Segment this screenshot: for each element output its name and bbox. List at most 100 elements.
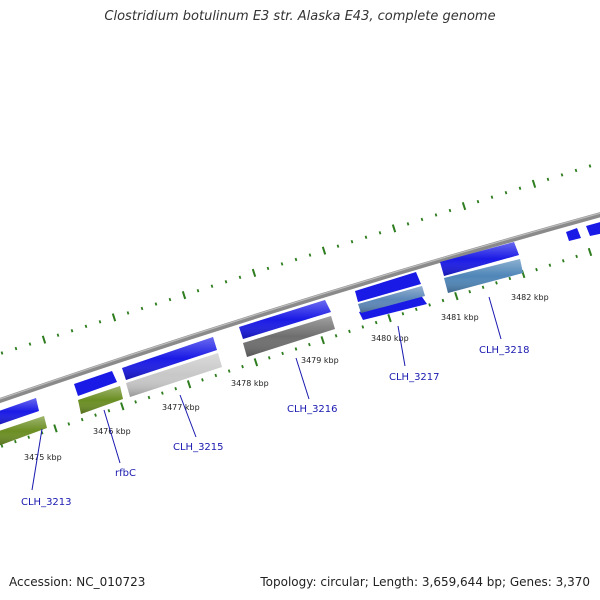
minor-scale-tick	[294, 347, 298, 351]
minor-scale-tick	[334, 334, 338, 338]
gene-arrow-forward[interactable]	[355, 272, 421, 302]
minor-scale-tick	[428, 303, 431, 307]
minor-scale-tick	[546, 177, 550, 182]
major-scale-tick	[320, 336, 325, 345]
gene-arrow-forward[interactable]	[566, 228, 581, 241]
kbp-label: 3481 kbp	[441, 313, 479, 322]
minor-scale-tick	[0, 444, 4, 448]
gene-arrow-forward[interactable]	[74, 371, 117, 396]
major-scale-tick	[587, 247, 593, 257]
minor-scale-tick	[561, 259, 565, 263]
gene-label[interactable]: CLH_3213	[21, 497, 72, 508]
major-scale-tick	[391, 224, 397, 233]
minor-scale-tick	[168, 297, 172, 302]
kbp-label: 3475 kbp	[24, 453, 62, 462]
major-scale-tick	[181, 291, 187, 300]
minor-scale-tick	[267, 356, 271, 360]
minor-scale-tick	[210, 284, 214, 288]
minor-scale-tick	[508, 276, 512, 281]
major-scale-tick	[186, 380, 192, 389]
minor-scale-tick	[481, 285, 485, 289]
outer-scale-ring	[0, 164, 592, 355]
gene-label[interactable]: CLH_3217	[389, 372, 440, 383]
minor-scale-tick	[336, 244, 340, 248]
minor-scale-tick	[294, 257, 298, 262]
minor-scale-tick	[134, 400, 137, 404]
minor-scale-tick	[214, 373, 218, 378]
minor-scale-tick	[201, 378, 204, 382]
gene-label[interactable]: CLH_3215	[173, 442, 224, 453]
minor-scale-tick	[518, 186, 522, 190]
minor-scale-tick	[588, 164, 592, 168]
minor-scale-tick	[238, 275, 242, 280]
map-title: Clostridium botulinum E3 str. Alaska E43…	[104, 9, 496, 24]
minor-scale-tick	[374, 320, 378, 325]
minor-scale-tick	[378, 231, 382, 235]
major-scale-tick	[53, 424, 58, 433]
minor-scale-tick	[154, 302, 158, 306]
major-scale-tick	[111, 313, 117, 322]
minor-scale-tick	[28, 342, 32, 346]
gene-label[interactable]: rfbC	[115, 468, 136, 479]
major-scale-tick	[41, 335, 47, 344]
minor-scale-tick	[224, 280, 228, 284]
major-scale-tick	[251, 268, 257, 277]
minor-scale-tick	[490, 195, 494, 199]
minor-scale-tick	[14, 439, 17, 444]
minor-scale-tick	[70, 329, 74, 333]
gene-label[interactable]: CLH_3218	[479, 345, 530, 356]
kbp-scale-labels: 3475 kbp 3476 kbp 3477 kbp 3478 kbp 3479…	[24, 293, 549, 462]
accession-text: Accession: NC_010723	[9, 575, 146, 589]
minor-scale-tick	[575, 254, 578, 259]
genome-backbone-highlight	[0, 212, 600, 400]
minor-scale-tick	[560, 173, 564, 177]
minor-scale-tick	[227, 369, 231, 373]
minor-scale-tick	[406, 222, 410, 226]
minor-scale-tick	[94, 413, 97, 417]
minor-scale-tick	[0, 351, 4, 355]
minor-scale-tick	[56, 333, 60, 337]
major-scale-tick	[253, 358, 259, 367]
minor-scale-tick	[280, 262, 284, 266]
minor-scale-tick	[266, 266, 270, 271]
major-scale-tick	[387, 314, 392, 323]
minor-scale-tick	[196, 288, 200, 293]
kbp-label: 3477 kbp	[162, 403, 200, 412]
minor-scale-tick	[364, 235, 368, 239]
minor-scale-tick	[495, 281, 498, 285]
minor-scale-tick	[27, 435, 31, 439]
major-scale-tick	[531, 179, 537, 188]
minor-scale-tick	[420, 217, 424, 222]
minor-scale-tick	[241, 364, 244, 369]
reverse-strand-track	[0, 259, 523, 446]
minor-scale-tick	[448, 208, 452, 213]
forward-strand-track	[0, 221, 600, 425]
minor-scale-tick	[535, 267, 538, 272]
kbp-label: 3479 kbp	[301, 356, 339, 365]
minor-scale-tick	[548, 263, 552, 267]
minor-scale-tick	[414, 307, 418, 312]
minor-scale-tick	[80, 417, 84, 422]
minor-scale-tick	[67, 422, 71, 426]
gene-leader-lines	[31, 296, 502, 491]
minor-scale-tick	[98, 320, 102, 324]
minor-scale-tick	[504, 191, 508, 195]
major-scale-tick	[461, 201, 467, 211]
inner-scale-ring	[0, 247, 593, 448]
minor-scale-tick	[348, 329, 351, 334]
minor-scale-tick	[147, 395, 151, 400]
genome-backbone	[0, 212, 600, 404]
gene-arrow-forward[interactable]	[586, 221, 600, 236]
genome-summary-text: Topology: circular; Length: 3,659,644 bp…	[260, 575, 590, 589]
minor-scale-tick	[14, 346, 18, 351]
minor-scale-tick	[574, 168, 578, 173]
minor-scale-tick	[174, 386, 178, 391]
major-scale-tick	[120, 402, 125, 411]
gene-label[interactable]: CLH_3216	[287, 404, 338, 415]
minor-scale-tick	[308, 342, 311, 347]
minor-scale-tick	[281, 351, 284, 356]
kbp-label: 3482 kbp	[511, 293, 549, 302]
minor-scale-tick	[361, 325, 365, 329]
gene-arrow-forward[interactable]	[359, 294, 427, 320]
